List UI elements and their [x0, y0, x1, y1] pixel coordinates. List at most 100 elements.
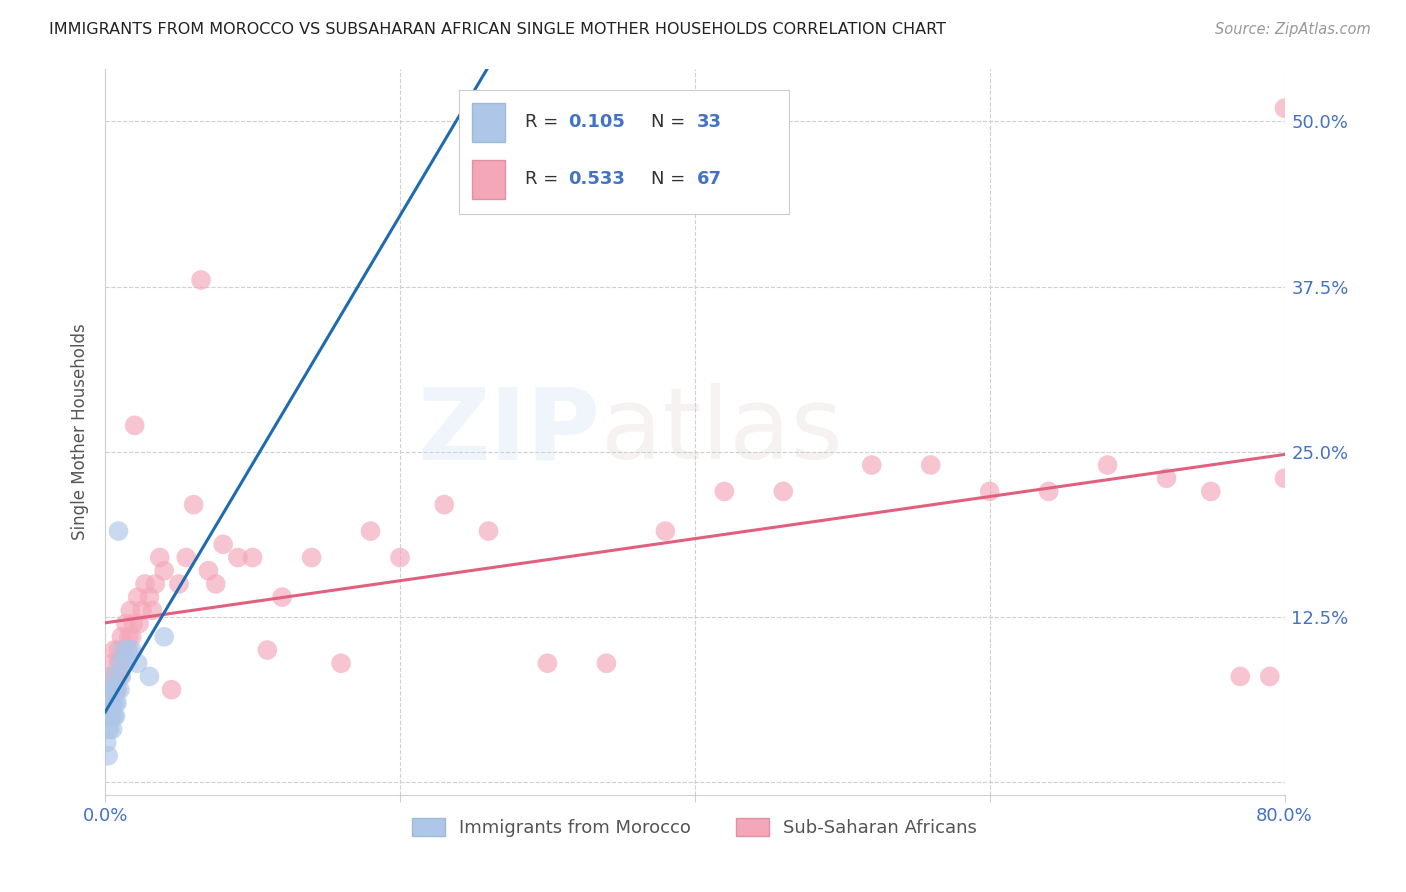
Point	[101, 696, 124, 710]
Point	[105, 682, 128, 697]
Y-axis label: Single Mother Households: Single Mother Households	[72, 324, 89, 541]
Point	[104, 669, 127, 683]
Point	[134, 577, 156, 591]
Point	[153, 564, 176, 578]
Point	[117, 643, 139, 657]
Point	[97, 696, 120, 710]
Point	[654, 524, 676, 538]
Point	[110, 630, 132, 644]
Point	[167, 577, 190, 591]
Point	[107, 524, 129, 538]
Point	[138, 590, 160, 604]
Point	[105, 696, 128, 710]
Point	[1274, 471, 1296, 485]
Point	[149, 550, 172, 565]
Point	[979, 484, 1001, 499]
Point	[115, 616, 138, 631]
Point	[98, 696, 121, 710]
Point	[1229, 669, 1251, 683]
Point	[110, 669, 132, 683]
Text: atlas: atlas	[600, 384, 842, 481]
Point	[122, 616, 145, 631]
Point	[1038, 484, 1060, 499]
Point	[112, 643, 135, 657]
Point	[97, 682, 120, 697]
Point	[96, 696, 118, 710]
Point	[101, 723, 124, 737]
Point	[101, 709, 124, 723]
Point	[97, 748, 120, 763]
Point	[121, 643, 143, 657]
Point	[104, 709, 127, 723]
Point	[153, 630, 176, 644]
Point	[105, 682, 128, 697]
Point	[226, 550, 249, 565]
Point	[256, 643, 278, 657]
Text: ZIP: ZIP	[418, 384, 600, 481]
Point	[103, 682, 125, 697]
Point	[197, 564, 219, 578]
Point	[595, 657, 617, 671]
Point	[131, 603, 153, 617]
Point	[97, 723, 120, 737]
Point	[1258, 669, 1281, 683]
Point	[121, 630, 143, 644]
Point	[98, 709, 121, 723]
Text: Source: ZipAtlas.com: Source: ZipAtlas.com	[1215, 22, 1371, 37]
Point	[536, 657, 558, 671]
Point	[713, 484, 735, 499]
Point	[1274, 101, 1296, 115]
Point	[108, 682, 131, 697]
Point	[301, 550, 323, 565]
Point	[120, 603, 142, 617]
Point	[477, 524, 499, 538]
Point	[107, 657, 129, 671]
Point	[190, 273, 212, 287]
Point	[96, 735, 118, 749]
Text: IMMIGRANTS FROM MOROCCO VS SUBSAHARAN AFRICAN SINGLE MOTHER HOUSEHOLDS CORRELATI: IMMIGRANTS FROM MOROCCO VS SUBSAHARAN AF…	[49, 22, 946, 37]
Point	[100, 709, 122, 723]
Point	[271, 590, 294, 604]
Point	[98, 682, 121, 697]
Point	[98, 669, 121, 683]
Point	[127, 590, 149, 604]
Point	[772, 484, 794, 499]
Point	[124, 418, 146, 433]
Point	[100, 682, 122, 697]
Point	[204, 577, 226, 591]
Point	[389, 550, 412, 565]
Point	[1097, 458, 1119, 472]
Point	[101, 669, 124, 683]
Point	[104, 696, 127, 710]
Point	[98, 709, 121, 723]
Point	[138, 669, 160, 683]
Point	[212, 537, 235, 551]
Point	[111, 657, 134, 671]
Point	[107, 643, 129, 657]
Legend: Immigrants from Morocco, Sub-Saharan Africans: Immigrants from Morocco, Sub-Saharan Afr…	[405, 811, 984, 845]
Point	[160, 682, 183, 697]
Point	[108, 657, 131, 671]
Point	[128, 616, 150, 631]
Point	[920, 458, 942, 472]
Point	[103, 709, 125, 723]
Point	[1199, 484, 1222, 499]
Point	[100, 696, 122, 710]
Point	[174, 550, 197, 565]
Point	[242, 550, 264, 565]
Point	[115, 657, 138, 671]
Point	[433, 498, 456, 512]
Point	[103, 643, 125, 657]
Point	[118, 643, 141, 657]
Point	[96, 709, 118, 723]
Point	[103, 682, 125, 697]
Point	[141, 603, 163, 617]
Point	[330, 657, 353, 671]
Point	[101, 657, 124, 671]
Point	[101, 696, 124, 710]
Point	[100, 682, 122, 697]
Point	[127, 657, 149, 671]
Point	[143, 577, 166, 591]
Point	[108, 669, 131, 683]
Point	[111, 643, 134, 657]
